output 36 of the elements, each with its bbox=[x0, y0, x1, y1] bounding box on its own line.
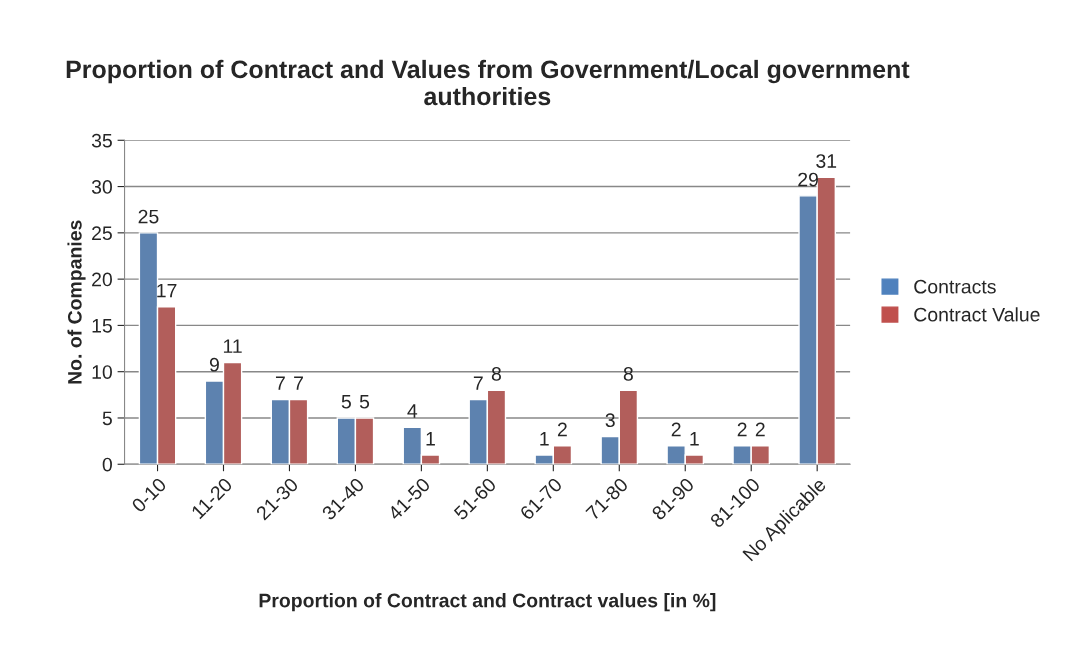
y-axis-title: No. of Companies bbox=[67, 220, 86, 384]
data-label: 5 bbox=[341, 395, 351, 409]
data-label: 7 bbox=[294, 376, 303, 390]
data-label: 1 bbox=[690, 432, 699, 446]
data-label: 5 bbox=[359, 395, 370, 409]
data-label: 2 bbox=[755, 422, 765, 437]
data-label: 2 bbox=[557, 422, 567, 437]
chart-title: Proportion of Contract and Values from Government/Local government authorities bbox=[66, 59, 910, 106]
data-label: 8 bbox=[623, 367, 633, 381]
y-tick-label: 5 bbox=[102, 411, 112, 426]
data-label: 9 bbox=[209, 357, 219, 372]
y-tick-label: 15 bbox=[92, 319, 112, 333]
y-tick-label: 20 bbox=[92, 272, 112, 287]
data-label: 31 bbox=[816, 154, 837, 168]
data-label: 25 bbox=[138, 209, 159, 224]
y-tick-label: 0 bbox=[102, 457, 112, 472]
data-label: 7 bbox=[275, 376, 285, 390]
data-label: 2 bbox=[737, 422, 747, 437]
x-axis-title: Proportion of Contract and Contract values [in %] bbox=[259, 593, 716, 612]
data-label: 1 bbox=[540, 432, 549, 446]
data-label: 11 bbox=[223, 339, 242, 353]
data-label: 1 bbox=[426, 432, 435, 446]
y-tick-label: 35 bbox=[91, 133, 112, 148]
y-tick-label: 30 bbox=[91, 180, 112, 194]
data-label: 4 bbox=[407, 404, 418, 418]
legend-label: Contract Value bbox=[914, 307, 1040, 322]
data-label: 7 bbox=[473, 376, 483, 390]
x-tick-label: 0-10 bbox=[130, 476, 168, 514]
y-tick-label: 10 bbox=[92, 365, 112, 379]
legend-label: Contracts bbox=[914, 279, 996, 294]
data-label: 8 bbox=[491, 367, 501, 381]
data-label: 2 bbox=[671, 422, 681, 437]
y-tick-label: 25 bbox=[92, 226, 112, 241]
data-label: 29 bbox=[798, 172, 818, 187]
data-label: 3 bbox=[605, 413, 615, 428]
data-label: 17 bbox=[157, 283, 177, 298]
